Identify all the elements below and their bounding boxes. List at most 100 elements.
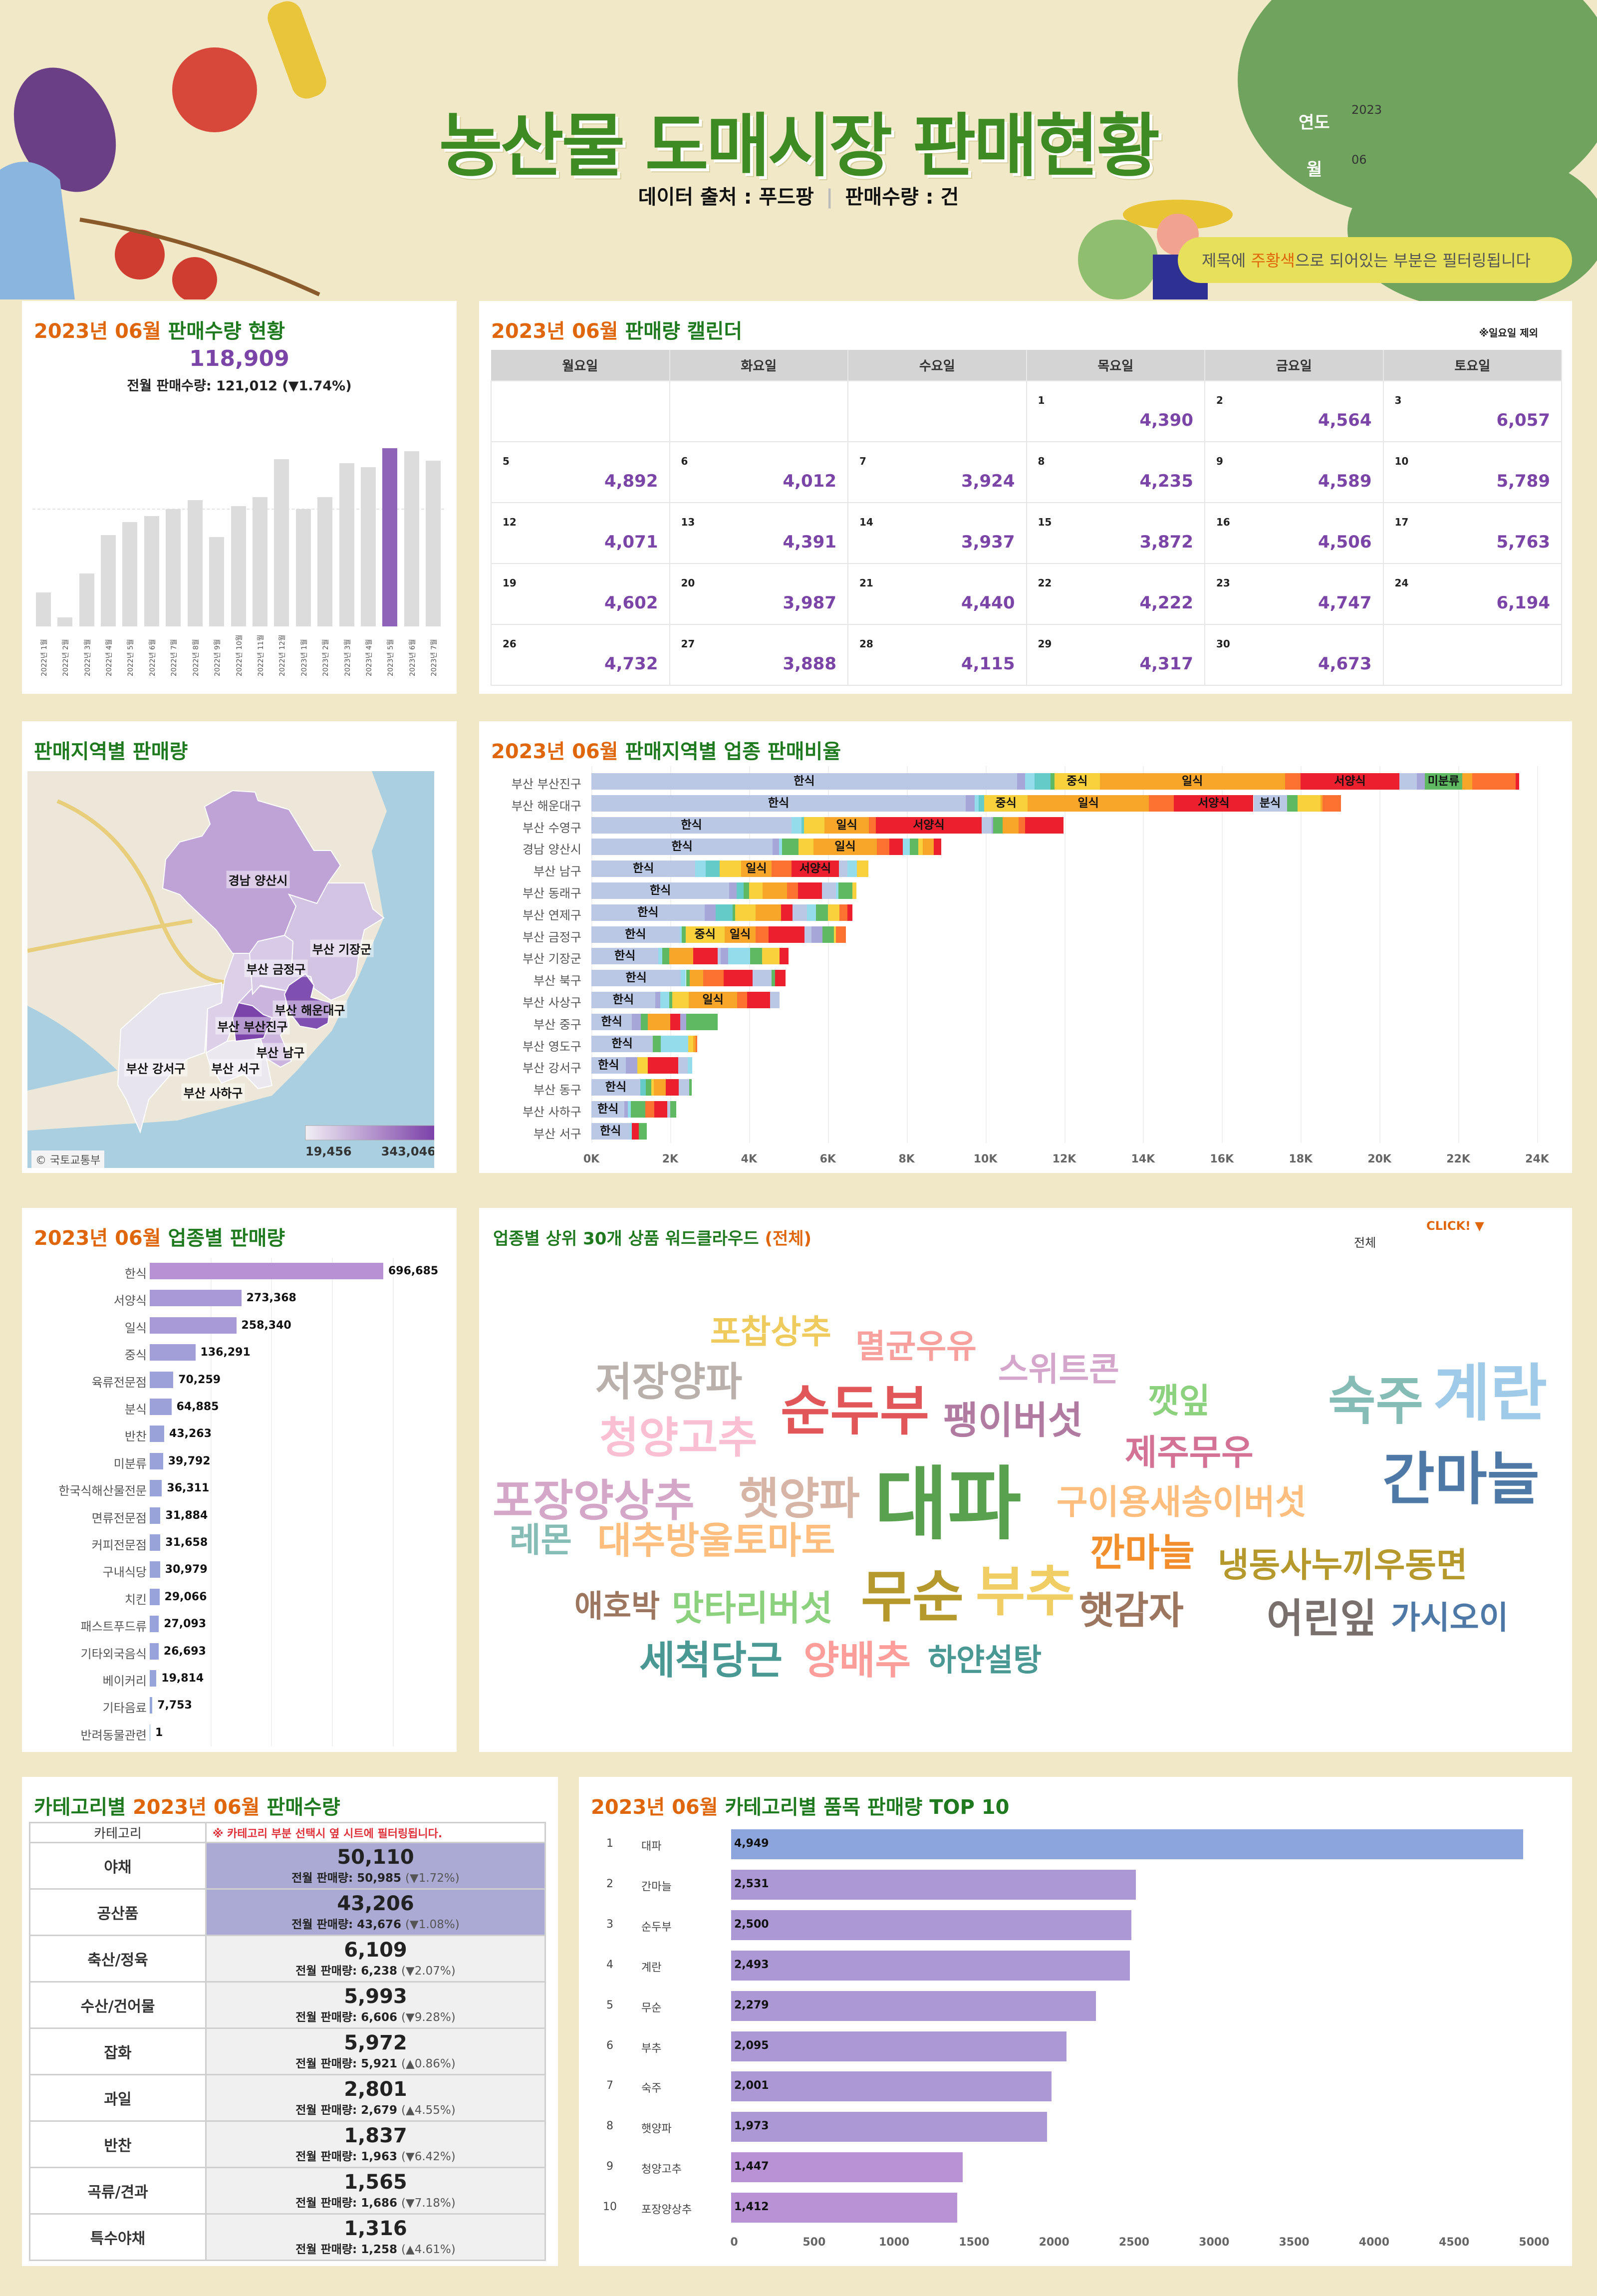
bar-segment[interactable] (909, 839, 918, 856)
bar-segment[interactable] (1287, 795, 1298, 812)
bar-segment[interactable] (1417, 773, 1425, 790)
bar-segment[interactable] (792, 904, 807, 921)
bar-segment[interactable] (993, 817, 1003, 834)
bar-segment[interactable]: 한식 (591, 1013, 632, 1030)
category-name[interactable]: 특수야채 (29, 2213, 207, 2261)
month-filter-dropdown[interactable]: 06 (1351, 153, 1367, 167)
bar-segment[interactable]: 일식 (1099, 773, 1285, 790)
month-bar[interactable] (166, 509, 181, 626)
industry-bar[interactable] (150, 1697, 153, 1714)
word[interactable]: 스위트콘 (998, 1350, 1119, 1389)
item-bar[interactable] (731, 2031, 1066, 2061)
industry-bar[interactable] (150, 1561, 160, 1578)
industry-bar[interactable] (150, 1426, 165, 1442)
bar-segment[interactable] (640, 1013, 648, 1030)
bar-segment[interactable] (655, 992, 661, 1008)
bar-segment[interactable]: 한식 (591, 904, 705, 921)
category-row[interactable]: 곡류/견과 1,565 전월 판매량: 1,686 (▼7.18%) (29, 2167, 546, 2215)
bar-segment[interactable]: 중식 (1054, 773, 1100, 790)
category-row[interactable]: 야채 50,110 전월 판매량: 50,985 (▼1.72%) (29, 1842, 546, 1890)
bar-segment[interactable]: 중식 (984, 795, 1028, 812)
category-row[interactable]: 잡화 5,972 전월 판매량: 5,921 (▲0.86%) (29, 2027, 546, 2075)
word[interactable]: 냉동사누끼우동면 (1218, 1546, 1468, 1585)
word[interactable]: 구이용새송이버섯 (1057, 1483, 1307, 1522)
bar-segment[interactable] (827, 904, 840, 921)
bar-segment[interactable] (821, 882, 836, 899)
bar-segment[interactable] (686, 1013, 718, 1030)
region-busanjin[interactable] (232, 1002, 273, 1042)
bar-segment[interactable]: 일식 (824, 817, 869, 834)
category-filter-dropdown[interactable]: 전체 (1354, 1236, 1376, 1250)
bar-segment[interactable] (703, 970, 724, 987)
item-bar[interactable] (731, 2152, 963, 2183)
word[interactable]: 제주무우 (1125, 1432, 1254, 1473)
item-bar[interactable] (731, 1829, 1523, 1859)
bar-segment[interactable]: 한식 (591, 992, 655, 1008)
bar-segment[interactable] (743, 882, 749, 899)
bar-segment[interactable] (750, 948, 762, 965)
bar-segment[interactable] (629, 1123, 632, 1140)
bar-segment[interactable] (678, 1057, 688, 1074)
word[interactable]: 간마늘 (1382, 1446, 1540, 1512)
bar-segment[interactable] (981, 817, 992, 834)
calendar-day[interactable]: 17 5,763 (1382, 502, 1562, 564)
bar-segment[interactable] (847, 904, 852, 921)
bar-segment[interactable] (762, 882, 787, 899)
category-value-cell[interactable]: 5,972 전월 판매량: 5,921 (▲0.86%) (205, 2027, 546, 2075)
word[interactable]: 팽이버섯 (943, 1398, 1083, 1442)
bar-segment[interactable] (1035, 773, 1051, 790)
bar-segment[interactable] (653, 1035, 661, 1052)
bar-segment[interactable]: 한식 (591, 1035, 653, 1052)
bar-segment[interactable] (918, 839, 923, 856)
category-row[interactable]: 축산/정육 6,109 전월 판매량: 6,238 (▼2.07%) (29, 1935, 546, 1983)
bar-segment[interactable] (1297, 795, 1321, 812)
bar-segment[interactable]: 한식 (591, 1123, 630, 1140)
month-bar[interactable] (317, 497, 333, 626)
bar-segment[interactable] (653, 1079, 666, 1096)
industry-bar[interactable] (150, 1290, 242, 1307)
calendar-day[interactable]: 22 4,222 (1026, 563, 1205, 625)
word[interactable]: 계란 (1433, 1358, 1548, 1430)
calendar-day[interactable]: 24 6,194 (1382, 563, 1562, 625)
bar-segment[interactable] (1003, 817, 1019, 834)
industry-bar[interactable] (150, 1480, 162, 1497)
bar-segment[interactable] (811, 926, 823, 943)
bar-segment[interactable] (792, 817, 801, 834)
bar-segment[interactable]: 한식 (591, 1101, 625, 1118)
word[interactable]: 깐마늘 (1090, 1530, 1195, 1575)
category-value-cell[interactable]: 2,801 전월 판매량: 2,679 (▲4.55%) (205, 2074, 546, 2122)
bar-segment[interactable] (704, 904, 716, 921)
industry-bar[interactable] (150, 1643, 159, 1660)
category-row[interactable]: 반찬 1,837 전월 판매량: 1,963 (▼6.42%) (29, 2120, 546, 2168)
bar-segment[interactable] (770, 992, 780, 1008)
bar-segment[interactable] (669, 992, 672, 1008)
calendar-day[interactable]: 9 4,589 (1204, 441, 1384, 503)
word[interactable]: 대파 (874, 1457, 1022, 1551)
calendar-day[interactable]: 14 3,937 (847, 502, 1027, 564)
bar-segment[interactable] (1322, 795, 1341, 812)
industry-bar[interactable] (150, 1452, 163, 1469)
bar-segment[interactable] (787, 882, 798, 899)
word[interactable]: 애호박 (574, 1588, 660, 1624)
bar-segment[interactable] (660, 992, 669, 1008)
category-value-cell[interactable]: 50,110 전월 판매량: 50,985 (▼1.72%) (205, 1842, 546, 1890)
bar-segment[interactable] (1515, 773, 1520, 790)
month-bar[interactable] (295, 509, 311, 626)
category-value-cell[interactable]: 1,837 전월 판매량: 1,963 (▼6.42%) (205, 2120, 546, 2168)
bar-segment[interactable]: 한식 (591, 882, 730, 899)
category-name[interactable]: 야채 (29, 1842, 207, 1890)
bar-segment[interactable] (647, 1013, 670, 1030)
bar-segment[interactable] (804, 817, 825, 834)
year-filter-dropdown[interactable]: 2023 (1351, 103, 1382, 117)
word[interactable]: 하얀설탕 (928, 1642, 1042, 1678)
month-bar[interactable] (426, 460, 441, 626)
bar-segment[interactable] (752, 970, 772, 987)
bar-segment[interactable] (801, 817, 804, 834)
word[interactable]: 멸균우유 (855, 1327, 977, 1366)
bar-segment[interactable] (737, 992, 747, 1008)
industry-bar[interactable] (150, 1507, 161, 1524)
bar-segment[interactable] (688, 1035, 693, 1052)
bar-segment[interactable] (670, 1101, 676, 1118)
bar-segment[interactable] (660, 1035, 689, 1052)
bar-segment[interactable] (839, 904, 848, 921)
